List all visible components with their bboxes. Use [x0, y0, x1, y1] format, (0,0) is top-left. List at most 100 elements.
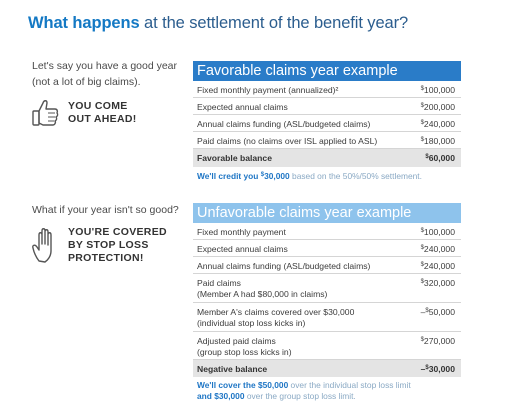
currency-symbol: $ [420, 137, 424, 143]
good-year-callout-line2: OUT AHEAD! [68, 113, 137, 125]
row-label-line1: Member A's claims covered over $30,000 [197, 307, 355, 317]
currency-symbol: $ [420, 262, 424, 268]
table-row: Member A's claims covered over $30,000 (i… [193, 303, 461, 332]
row-label: Fixed monthly payment (annualized)² [197, 85, 339, 95]
note-rest: over the group stop loss limit. [244, 391, 356, 401]
good-year-question: Let's say you have a good year (not a lo… [32, 58, 177, 90]
raised-hand-icon [30, 227, 62, 265]
thumbs-up-icon [30, 97, 62, 131]
unfavorable-panel: Unfavorable claims year example Fixed mo… [193, 203, 461, 377]
bad-year-question: What if your year isn't so good? [32, 204, 179, 216]
note-rest: over the individual stop loss limit [288, 380, 411, 390]
balance-prefix: – [420, 364, 426, 374]
row-value: $240,000 [421, 115, 455, 130]
row-label-line2: (individual stop loss kicks in) [197, 318, 306, 328]
balance-value-number: 60,000 [428, 153, 455, 163]
currency-symbol: $ [420, 245, 424, 251]
row-label: Expected annual claims [197, 244, 288, 254]
title-rest: at the settlement of the benefit year? [139, 14, 409, 32]
row-value: –$50,000 [421, 303, 455, 318]
table-row: Annual claims funding (ASL/budgeted clai… [193, 115, 461, 132]
bad-year-callout-line3: PROTECTION! [68, 252, 144, 264]
row-label: Paid claims (Member A had $80,000 in clai… [197, 274, 327, 300]
row-value: $100,000 [421, 223, 455, 238]
balance-value: –$30,000 [421, 360, 455, 375]
table-row: Paid claims (Member A had $80,000 in clai… [193, 274, 461, 303]
row-label: Member A's claims covered over $30,000 (i… [197, 303, 354, 329]
table-row: Expected annual claims $240,000 [193, 240, 461, 257]
note-amount: 30,000 [264, 171, 290, 181]
row-label-line1: Adjusted paid claims [197, 336, 276, 346]
currency-symbol: $ [420, 86, 424, 92]
currency-symbol: $ [420, 337, 424, 343]
note-bold: We'll credit you [197, 171, 261, 181]
row-value-number: 100,000 [423, 227, 455, 237]
row-value-number: 240,000 [423, 261, 455, 271]
row-value-number: 200,000 [423, 102, 455, 112]
currency-symbol: $ [420, 120, 424, 126]
table-row: Fixed monthly payment (annualized)² $100… [193, 81, 461, 98]
row-label: Annual claims funding (ASL/budgeted clai… [197, 119, 371, 129]
balance-label: Negative balance [197, 364, 268, 374]
row-value-number: 180,000 [423, 136, 455, 146]
row-value: $200,000 [421, 98, 455, 113]
row-value-number: 240,000 [423, 244, 455, 254]
currency-symbol: $ [425, 308, 429, 314]
good-year-question-line1: Let's say you have a good year [32, 60, 178, 72]
page-title: What happens at the settlement of the be… [28, 14, 408, 33]
bad-year-callout-line2: BY STOP LOSS [68, 239, 149, 251]
title-bold: What happens [28, 14, 140, 32]
balance-value: $60,000 [425, 149, 455, 164]
note-rest: based on the 50%/50% settlement. [289, 171, 422, 181]
good-year-callout-line1: YOU COME [68, 100, 128, 112]
row-value-number: 270,000 [423, 336, 455, 346]
row-label: Expected annual claims [197, 102, 288, 112]
row-value-number: 320,000 [423, 278, 455, 288]
bad-year-callout-line1: YOU'RE COVERED [68, 226, 167, 238]
unfavorable-header: Unfavorable claims year example [193, 203, 461, 223]
unfavorable-note-line1: We'll cover the $50,000 over the individ… [197, 380, 411, 391]
table-row: Fixed monthly payment $100,000 [193, 223, 461, 240]
row-label: Fixed monthly payment [197, 227, 286, 237]
good-year-question-line2: (not a lot of big claims). [32, 76, 141, 88]
row-value-number: 50,000 [428, 307, 455, 317]
table-row: Annual claims funding (ASL/budgeted clai… [193, 257, 461, 274]
row-value-number: 240,000 [423, 119, 455, 129]
balance-label: Favorable balance [197, 153, 272, 163]
note-bold: and $30,000 [197, 391, 245, 401]
favorable-panel: Favorable claims year example Fixed mont… [193, 61, 461, 167]
unfavorable-note-line2: and $30,000 over the group stop loss lim… [197, 391, 411, 402]
row-value: $320,000 [421, 274, 455, 289]
balance-value-number: 30,000 [428, 364, 455, 374]
bad-year-callout: YOU'RE COVERED BY STOP LOSS PROTECTION! [68, 226, 167, 265]
row-value-prefix: – [420, 307, 426, 317]
row-label-line1: Paid claims [197, 278, 241, 288]
currency-symbol: $ [425, 365, 429, 371]
table-row: Adjusted paid claims (group stop loss kic… [193, 332, 461, 360]
favorable-header: Favorable claims year example [193, 61, 461, 81]
favorable-note: We'll credit you $30,000 based on the 50… [197, 171, 422, 182]
row-value: $270,000 [421, 332, 455, 347]
currency-symbol: $ [420, 279, 424, 285]
good-year-callout: YOU COME OUT AHEAD! [68, 100, 137, 126]
row-label-line2: (group stop loss kicks in) [197, 347, 292, 357]
unfavorable-note: We'll cover the $50,000 over the individ… [197, 380, 411, 402]
row-value: $240,000 [421, 257, 455, 272]
row-label: Annual claims funding (ASL/budgeted clai… [197, 261, 371, 271]
table-row: Paid claims (no claims over ISL applied … [193, 132, 461, 149]
row-value: $180,000 [421, 132, 455, 147]
row-value: $100,000 [421, 81, 455, 96]
row-value: $240,000 [421, 240, 455, 255]
row-label: Paid claims (no claims over ISL applied … [197, 136, 378, 146]
note-bold: We'll cover the $50,000 [197, 380, 289, 390]
currency-symbol: $ [425, 154, 429, 160]
currency-symbol: $ [420, 228, 424, 234]
favorable-balance-row: Favorable balance $60,000 [193, 149, 461, 167]
table-row: Expected annual claims $200,000 [193, 98, 461, 115]
row-label-line2: (Member A had $80,000 in claims) [197, 289, 328, 299]
row-label: Adjusted paid claims (group stop loss kic… [197, 332, 292, 358]
currency-symbol: $ [260, 172, 265, 178]
unfavorable-balance-row: Negative balance –$30,000 [193, 360, 461, 377]
currency-symbol: $ [420, 103, 424, 109]
row-value-number: 100,000 [423, 85, 455, 95]
